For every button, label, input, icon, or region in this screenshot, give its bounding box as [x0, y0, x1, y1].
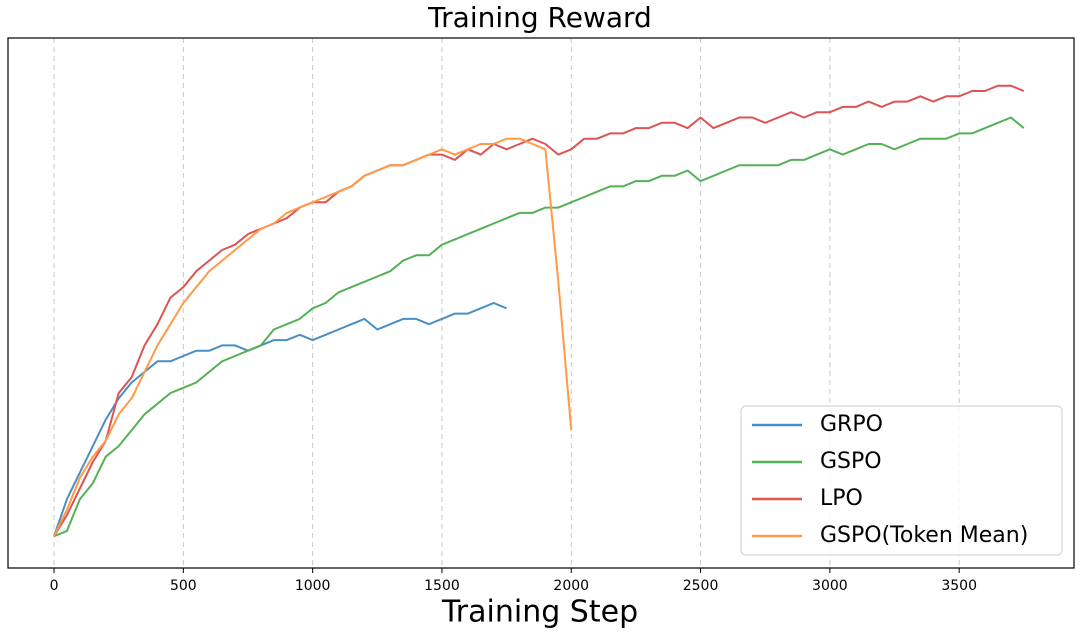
x-tick-label: 500: [170, 578, 197, 594]
series-line: [53, 84, 1025, 537]
legend-label: GSPO: [820, 449, 882, 474]
series-line: [53, 116, 1025, 538]
x-tick-label: 0: [50, 578, 59, 594]
legend-label: GRPO: [820, 412, 883, 437]
x-tick-label: 2500: [683, 578, 719, 594]
x-tick-label: 2000: [553, 578, 589, 594]
chart-title: Training Reward: [427, 1, 652, 34]
x-axis-label: Training Step: [441, 595, 638, 630]
x-tick-label: 3000: [812, 578, 848, 594]
x-tick-label: 1500: [424, 578, 460, 594]
legend-label: LPO: [820, 486, 863, 511]
legend-box: [740, 405, 1063, 556]
legend-label: GSPO(Token Mean): [820, 523, 1028, 548]
x-tick-label: 3500: [941, 578, 977, 594]
plot-frame: [7, 37, 1075, 569]
series-line: [53, 137, 573, 537]
x-tick-label: 1000: [295, 578, 331, 594]
series-line: [53, 302, 507, 537]
